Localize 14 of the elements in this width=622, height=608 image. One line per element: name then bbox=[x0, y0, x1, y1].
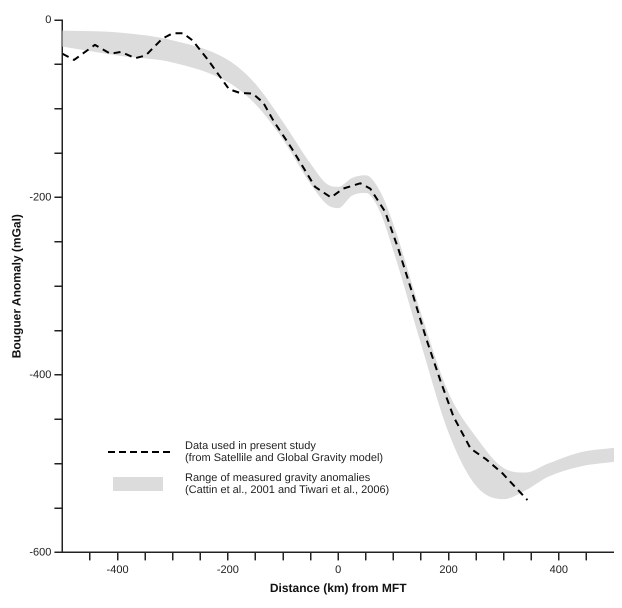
y-tick-label: 0 bbox=[45, 14, 52, 26]
x-tick-label: 0 bbox=[335, 564, 342, 576]
x-tick-label: -200 bbox=[216, 564, 239, 576]
x-axis-title: Distance (km) from MFT bbox=[270, 581, 408, 596]
line-series bbox=[62, 32, 528, 502]
legend-label: Data used in present study (from Satellile and Global Gravity model) bbox=[185, 440, 384, 464]
y-tick-label: -600 bbox=[29, 546, 52, 558]
x-tick-label: 400 bbox=[550, 564, 568, 576]
y-tick-label: -200 bbox=[29, 192, 52, 204]
y-tick-label: -400 bbox=[29, 368, 52, 381]
y-axis-title: Bouguer Anomaly (mGal) bbox=[10, 214, 24, 358]
x-tick-label: -400 bbox=[106, 564, 129, 576]
x-tick-label: 200 bbox=[439, 564, 458, 576]
legend-label: Range of measured gravity anomalies (Cattin et al., 2001 and Tiwari et al., 2006) bbox=[185, 472, 390, 496]
